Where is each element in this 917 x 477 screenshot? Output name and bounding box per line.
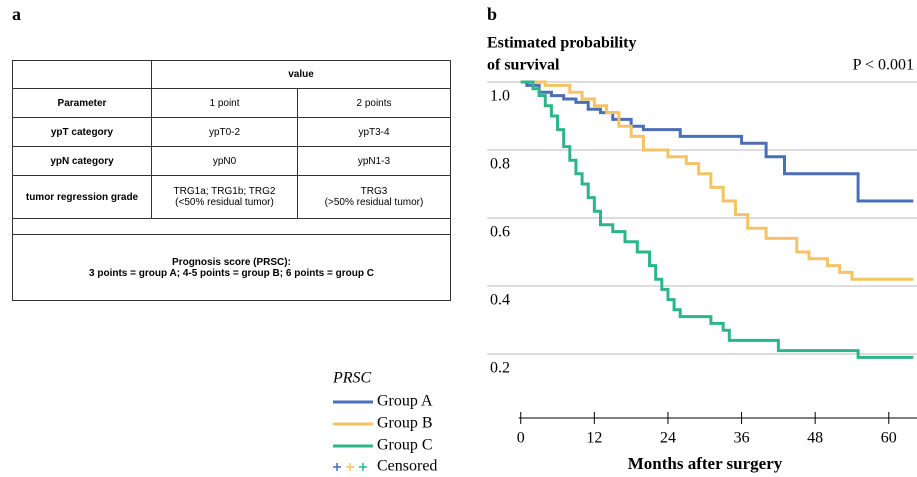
- legend-label: Group A: [377, 393, 433, 410]
- table-row: value: [12, 60, 451, 89]
- table-cell: Parameter: [12, 88, 152, 118]
- panel-label: b: [487, 4, 497, 24]
- table-row: [12, 218, 451, 235]
- x-tick-label: 60: [881, 430, 897, 447]
- x-tick-label: 0: [517, 430, 525, 447]
- legend-title: PRSC: [332, 370, 372, 387]
- table-cell: 1 point: [151, 88, 298, 118]
- table-cell: 2 points: [297, 88, 451, 118]
- y-axis-label: of survival: [487, 57, 560, 74]
- annotation: P < 0.001: [853, 57, 914, 74]
- legend-label: Group B: [377, 415, 433, 432]
- survival-curve: [520, 80, 914, 281]
- y-tick-label: 1.0: [490, 88, 510, 105]
- table-row: Prognosis score (PRSC): 3 points = group …: [12, 234, 451, 301]
- table-cell: [12, 60, 152, 89]
- table-cell: ypT0-2: [151, 117, 298, 147]
- legend-censor-symbol: [359, 463, 367, 471]
- table-cell: [12, 218, 451, 235]
- footer-line: Prognosis score (PRSC):: [172, 256, 291, 268]
- table-row: tumor regression grade TRG1a; TRG1b; TRG2…: [12, 175, 451, 219]
- table-row: ypT category ypT0-2 ypT3-4: [12, 117, 451, 147]
- table-cell: TRG1a; TRG1b; TRG2 (<50% residual tumor): [151, 175, 298, 219]
- table-cell: ypT3-4: [297, 117, 451, 147]
- x-tick-label: 24: [660, 430, 676, 447]
- x-tick-label: 36: [734, 430, 750, 447]
- legend-censor-symbol: [333, 463, 341, 471]
- survival-curve: [520, 80, 914, 359]
- table-cell: ypN0: [151, 146, 298, 176]
- footer-line: 3 points = group A; 4-5 points = group B…: [89, 267, 374, 279]
- table-cell: ypN category: [12, 146, 152, 176]
- y-axis-label: Estimated probability: [487, 35, 637, 52]
- x-tick-label: 48: [807, 430, 823, 447]
- table-cell: tumor regression grade: [12, 175, 152, 219]
- x-axis-label: Months after surgery: [628, 454, 783, 473]
- table-row: ypN category ypN0 ypN1-3: [12, 146, 451, 176]
- cell-line: TRG1a; TRG1b; TRG2: [173, 186, 276, 197]
- table-footer: Prognosis score (PRSC): 3 points = group …: [12, 234, 451, 301]
- score-table: value Parameter 1 point 2 points ypT categor…: [12, 60, 451, 301]
- legend-censor-symbol: [346, 463, 354, 471]
- x-tick-label: 12: [586, 430, 602, 447]
- table-header: value: [151, 60, 451, 89]
- legend-label: Group C: [377, 437, 433, 454]
- panel-label: a: [12, 4, 21, 24]
- cell-line: (<50% residual tumor): [175, 197, 274, 208]
- y-tick-label: 0.4: [490, 292, 510, 309]
- survival-curve: [520, 80, 914, 203]
- cell-line: TRG3: [360, 186, 388, 197]
- legend-label: Censored: [377, 458, 437, 475]
- table-cell: ypT category: [12, 117, 152, 147]
- table-row: Parameter 1 point 2 points: [12, 88, 451, 118]
- table-cell: ypN1-3: [297, 146, 451, 176]
- table-cell: TRG3 (>50% residual tumor): [297, 175, 451, 219]
- y-tick-label: 0.2: [490, 360, 510, 377]
- y-tick-label: 0.8: [490, 156, 510, 173]
- cell-line: (>50% residual tumor): [324, 197, 424, 208]
- y-tick-label: 0.6: [490, 224, 510, 241]
